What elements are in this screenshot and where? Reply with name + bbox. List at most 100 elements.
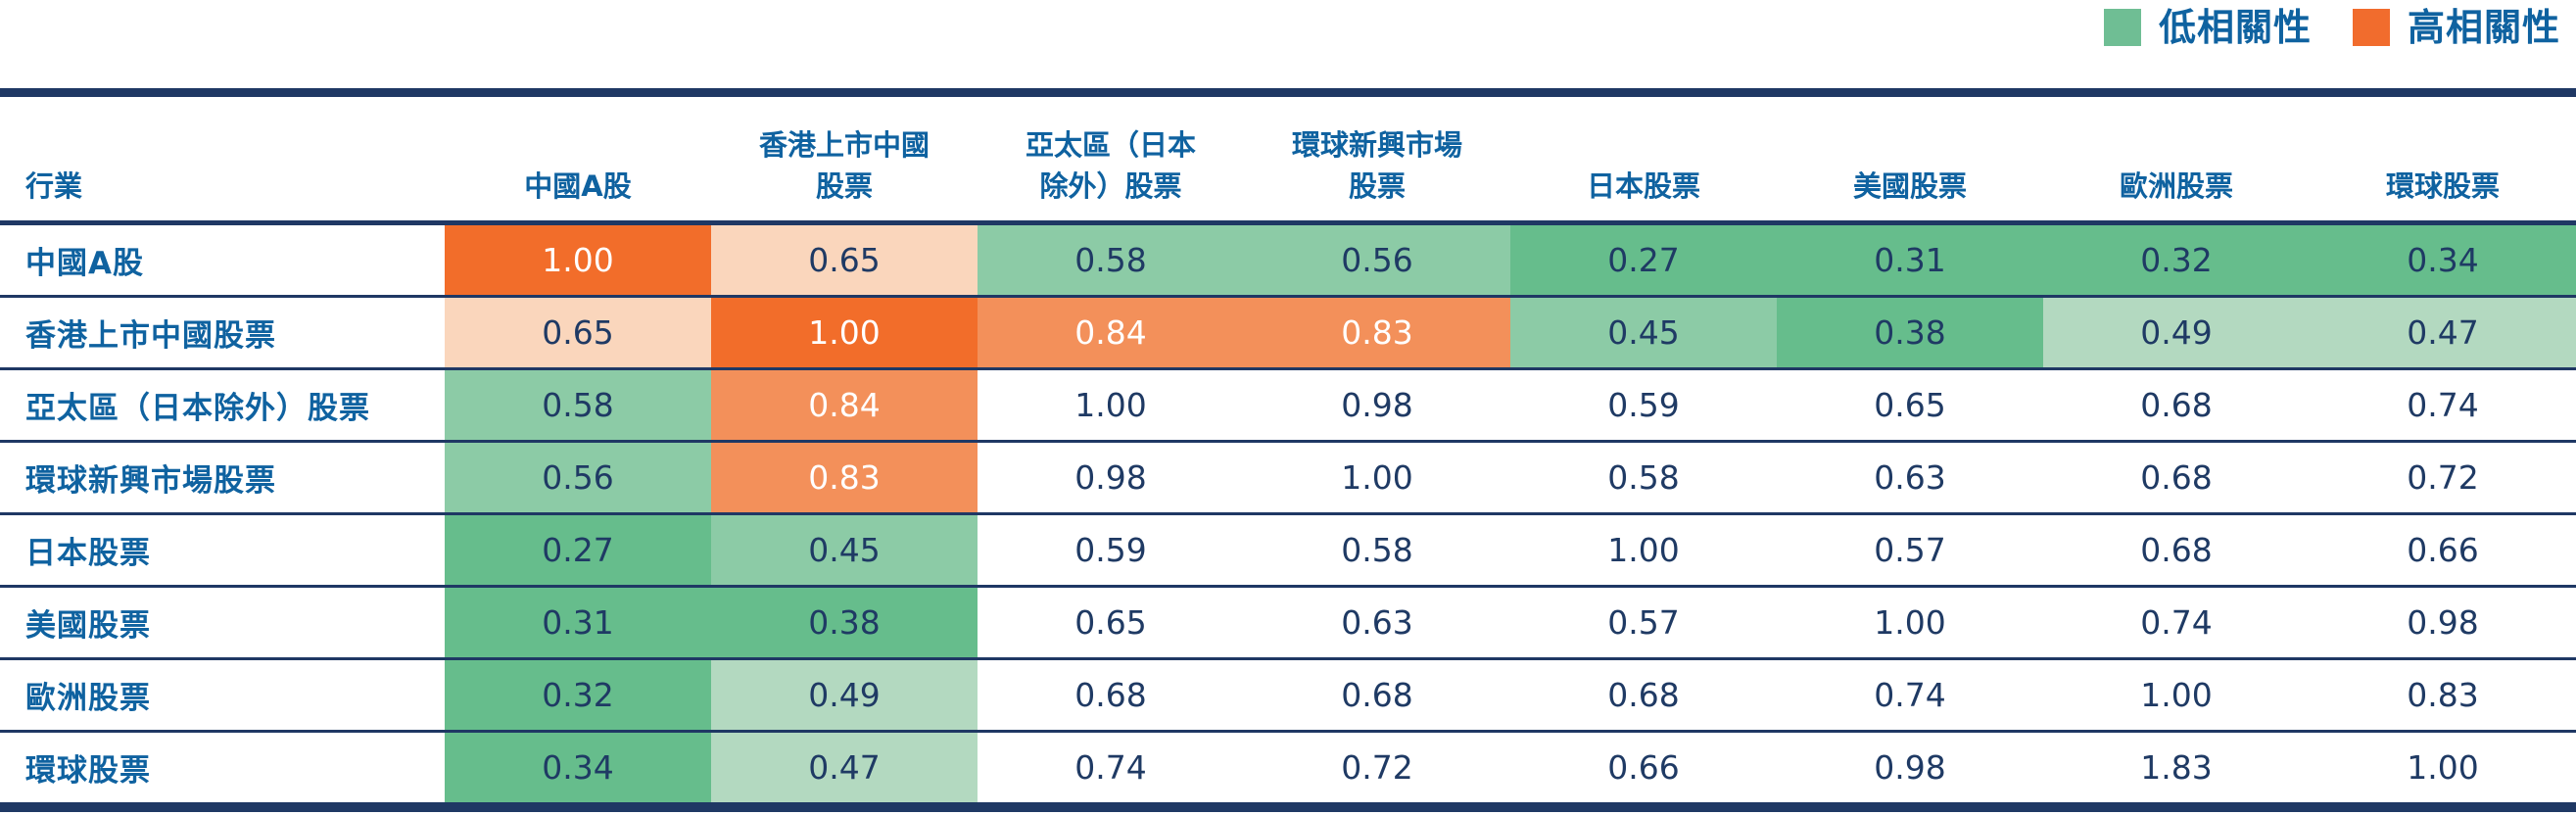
correlation-cell: 0.66	[1510, 733, 1777, 802]
column-header-line: 歐洲股票	[2119, 169, 2233, 203]
column-header-line: 除外）股票	[1039, 169, 1182, 203]
correlation-cell: 0.98	[978, 443, 1244, 512]
column-header-line: 香港上市中國	[758, 128, 930, 162]
correlation-cell: 0.58	[978, 225, 1244, 295]
correlation-cell: 0.72	[1244, 733, 1510, 802]
correlation-cell: 0.31	[445, 588, 711, 657]
correlation-cell: 0.74	[2043, 588, 2310, 657]
correlation-cell: 0.58	[1244, 515, 1510, 585]
correlation-cell: 1.00	[445, 225, 711, 295]
correlation-cell: 0.65	[445, 298, 711, 367]
correlation-cell: 0.49	[711, 660, 978, 730]
correlation-cell: 0.59	[1510, 370, 1777, 440]
correlation-cell: 0.84	[978, 298, 1244, 367]
correlation-cell: 0.84	[711, 370, 978, 440]
correlation-cell: 0.45	[1510, 298, 1777, 367]
corner-header: 行業	[25, 169, 83, 203]
correlation-cell: 1.00	[711, 298, 978, 367]
table-row: 中國A股 1.00 0.65 0.58 0.56 0.27 0.31 0.32 0.34	[0, 225, 2576, 298]
column-header-line: 亞太區（日本	[1025, 128, 1196, 162]
correlation-cell: 1.00	[1244, 443, 1510, 512]
correlation-cell: 0.72	[2310, 443, 2576, 512]
correlation-cell: 0.68	[1244, 660, 1510, 730]
legend-item-low: 低相關性	[2103, 6, 2312, 49]
row-label: 美國股票	[0, 588, 445, 657]
correlation-table: 行業 中國A股 香港上市中國 股票 亞太區（日本 除外）股票 環球新興市場 股票 日本股票 美國…	[0, 88, 2576, 812]
correlation-cell: 0.58	[1510, 443, 1777, 512]
correlation-cell: 0.83	[711, 443, 978, 512]
correlation-cell: 0.47	[711, 733, 978, 802]
column-header: 環球股票	[2310, 97, 2576, 220]
row-label: 日本股票	[0, 515, 445, 585]
row-label: 亞太區（日本除外）股票	[0, 370, 445, 440]
column-header: 日本股票	[1510, 97, 1777, 220]
column-header: 歐洲股票	[2043, 97, 2310, 220]
correlation-cell: 0.45	[711, 515, 978, 585]
correlation-cell: 1.83	[2043, 733, 2310, 802]
correlation-cell: 0.68	[2043, 515, 2310, 585]
correlation-cell: 0.32	[2043, 225, 2310, 295]
correlation-cell: 1.00	[2310, 733, 2576, 802]
correlation-cell: 0.68	[2043, 370, 2310, 440]
correlation-cell: 0.68	[2043, 443, 2310, 512]
correlation-cell: 0.56	[1244, 225, 1510, 295]
correlation-cell: 0.74	[978, 733, 1244, 802]
correlation-cell: 1.00	[978, 370, 1244, 440]
legend-label-high: 高相關性	[2407, 6, 2560, 49]
table-row: 美國股票 0.31 0.38 0.65 0.63 0.57 1.00 0.74 0.98	[0, 588, 2576, 660]
column-header-line: 美國股票	[1852, 169, 1967, 203]
correlation-cell: 0.74	[1777, 660, 2043, 730]
legend-label-low: 低相關性	[2158, 6, 2312, 49]
table-row: 香港上市中國股票 0.65 1.00 0.84 0.83 0.45 0.38 0.49 0.47	[0, 298, 2576, 370]
row-label: 環球股票	[0, 733, 445, 802]
correlation-cell: 0.57	[1777, 515, 2043, 585]
column-header-line: 環球股票	[2385, 169, 2500, 203]
correlation-cell: 0.65	[711, 225, 978, 295]
correlation-cell: 0.32	[445, 660, 711, 730]
correlation-cell: 0.66	[2310, 515, 2576, 585]
correlation-cell: 0.38	[711, 588, 978, 657]
correlation-cell: 1.00	[1510, 515, 1777, 585]
correlation-cell: 0.98	[1244, 370, 1510, 440]
correlation-cell: 0.49	[2043, 298, 2310, 367]
correlation-cell: 0.31	[1777, 225, 2043, 295]
table-row: 日本股票 0.27 0.45 0.59 0.58 1.00 0.57 0.68 0.66	[0, 515, 2576, 588]
column-header: 環球新興市場 股票	[1244, 97, 1510, 220]
column-header: 香港上市中國 股票	[711, 97, 978, 220]
column-header-line: 環球新興市場	[1291, 128, 1462, 162]
correlation-cell: 0.34	[445, 733, 711, 802]
column-header-line: 日本股票	[1586, 169, 1700, 203]
correlation-cell: 0.27	[1510, 225, 1777, 295]
row-label: 環球新興市場股票	[0, 443, 445, 512]
correlation-cell: 0.63	[1244, 588, 1510, 657]
table-row: 亞太區（日本除外）股票 0.58 0.84 1.00 0.98 0.59 0.65 0.68 0…	[0, 370, 2576, 443]
correlation-cell: 0.68	[978, 660, 1244, 730]
correlation-cell: 0.83	[1244, 298, 1510, 367]
legend-item-high: 高相關性	[2352, 6, 2560, 49]
correlation-cell: 0.56	[445, 443, 711, 512]
column-header-line: 中國A股	[524, 169, 632, 203]
correlation-cell: 0.58	[445, 370, 711, 440]
legend: 低相關性 高相關性	[2103, 4, 2560, 51]
correlation-cell: 0.65	[1777, 370, 2043, 440]
column-header: 亞太區（日本 除外）股票	[978, 97, 1244, 220]
row-label: 歐洲股票	[0, 660, 445, 730]
correlation-cell: 0.68	[1510, 660, 1777, 730]
column-header: 中國A股	[445, 97, 711, 220]
correlation-cell: 0.59	[978, 515, 1244, 585]
correlation-cell: 0.47	[2310, 298, 2576, 367]
high-correlation-swatch-icon	[2352, 9, 2390, 46]
correlation-cell: 0.98	[2310, 588, 2576, 657]
table-row: 環球股票 0.34 0.47 0.74 0.72 0.66 0.98 1.83 1.00	[0, 733, 2576, 802]
column-header-line: 股票	[815, 169, 873, 203]
column-header: 美國股票	[1777, 97, 2043, 220]
correlation-cell: 0.27	[445, 515, 711, 585]
row-label: 香港上市中國股票	[0, 298, 445, 367]
column-header-line: 股票	[1348, 169, 1406, 203]
correlation-cell: 1.00	[1777, 588, 2043, 657]
correlation-cell: 0.65	[978, 588, 1244, 657]
correlation-cell: 0.38	[1777, 298, 2043, 367]
correlation-cell: 0.57	[1510, 588, 1777, 657]
correlation-cell: 1.00	[2043, 660, 2310, 730]
